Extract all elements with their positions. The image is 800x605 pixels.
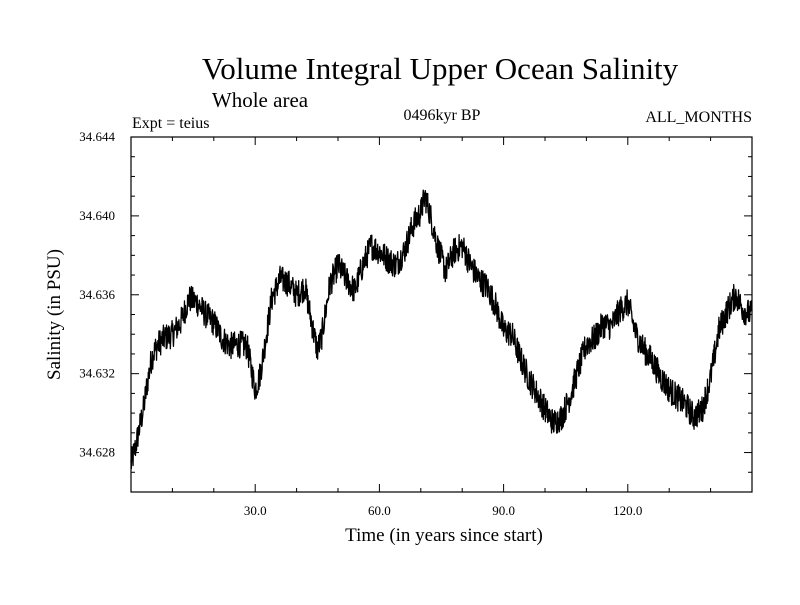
plot-frame bbox=[130, 136, 753, 493]
series-layer bbox=[130, 189, 753, 470]
x-axis-label: Time (in years since start) bbox=[345, 525, 543, 546]
chart-title: Volume Integral Upper Ocean Salinity bbox=[202, 51, 679, 86]
period-label: 0496kyr BP bbox=[404, 107, 481, 124]
x-tick-label: 30.0 bbox=[244, 503, 267, 518]
y-tick-label: 34.644 bbox=[79, 129, 115, 144]
experiment-label: Expt = teius bbox=[132, 115, 209, 132]
y-tick-label: 34.632 bbox=[79, 366, 115, 381]
y-tick-label: 34.636 bbox=[79, 287, 115, 302]
y-tick-label: 34.628 bbox=[79, 445, 115, 460]
tick-layer: 30.0 60.0 90.0 120.0 34.628 34.632 34.636 34.64… bbox=[79, 129, 752, 518]
series-line-salinity bbox=[130, 189, 753, 470]
months-label: ALL_MONTHS bbox=[645, 109, 752, 126]
x-tick-label: 120.0 bbox=[613, 503, 642, 518]
chart-subtitle: Whole area bbox=[212, 88, 309, 112]
y-axis-label: Salinity (in PSU) bbox=[44, 249, 65, 380]
x-tick-label: 60.0 bbox=[368, 503, 391, 518]
x-tick-label: 90.0 bbox=[492, 503, 515, 518]
y-tick-label: 34.640 bbox=[79, 208, 115, 223]
